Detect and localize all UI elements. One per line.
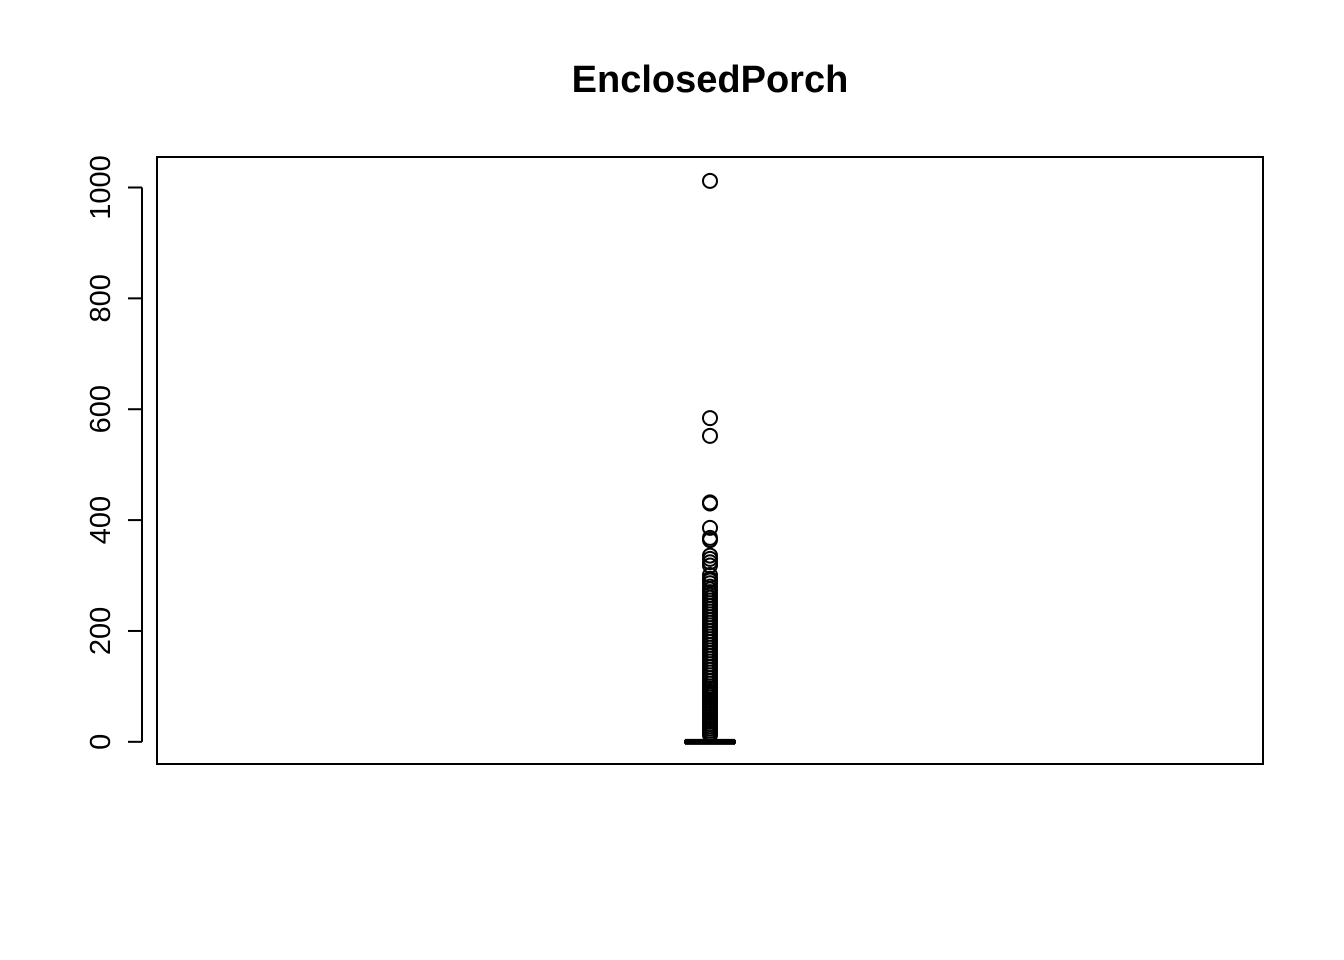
outlier-point xyxy=(702,172,718,189)
outlier-point xyxy=(702,410,718,427)
plot-frame xyxy=(156,156,1264,765)
box-element xyxy=(684,738,736,745)
y-tick-label: 600 xyxy=(85,385,117,433)
outlier-point xyxy=(702,427,718,444)
y-tick-label: 200 xyxy=(85,607,117,655)
outlier-point xyxy=(702,519,718,536)
outlier-point xyxy=(702,532,718,549)
y-tick-label: 800 xyxy=(85,274,117,322)
outlier-points xyxy=(702,172,718,744)
chart-title: EnclosedPorch xyxy=(572,59,849,101)
y-tick-label: 400 xyxy=(85,496,117,544)
outlier-point xyxy=(702,495,718,512)
y-tick-label: 0 xyxy=(85,734,117,750)
y-tick-label: 1000 xyxy=(85,155,117,220)
y-axis: 0 200 400 600 800 1000 xyxy=(85,155,143,750)
